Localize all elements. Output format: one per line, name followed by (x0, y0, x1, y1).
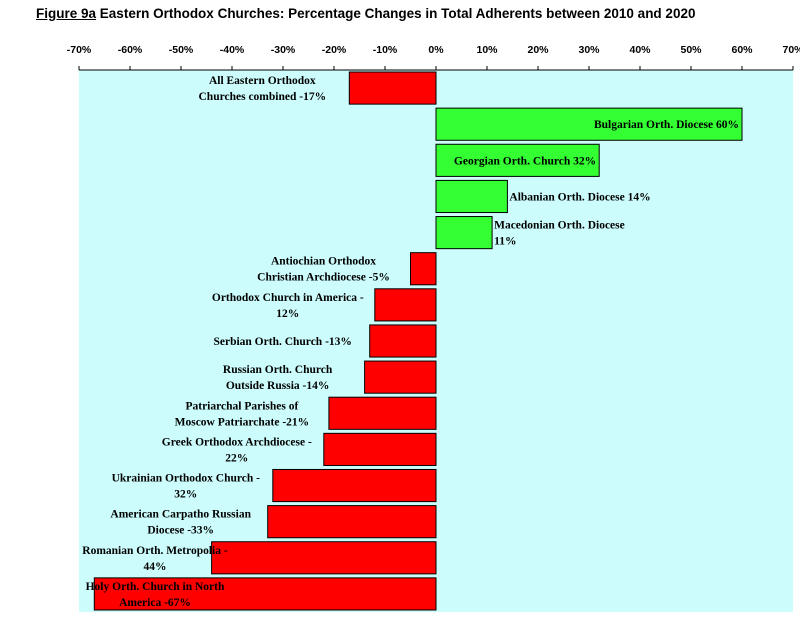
bar (328, 396, 437, 430)
bar-label: Albanian Orth. Diocese 14% (509, 191, 650, 203)
bar (410, 252, 437, 286)
bar-label: Macedonian Orth. Diocese 11% (494, 220, 625, 248)
bar-label: All Eastern Orthodox Churches combined -1… (199, 75, 327, 103)
bar-label-line: Churches combined -17% (199, 91, 327, 103)
bar (435, 216, 493, 250)
bar (323, 432, 437, 466)
bar-labels: All Eastern Orthodox Churches combined -1… (82, 75, 739, 609)
bar-label-line: 11% (494, 236, 516, 248)
bar-label-line: Patriarchal Parishes of (185, 400, 298, 412)
x-tick-label: -40% (220, 44, 245, 56)
x-tick-label: -10% (373, 44, 398, 56)
x-tick-label: 0% (428, 44, 444, 56)
bar-label-line: 22% (225, 452, 248, 464)
figure-number: Figure 9a (36, 6, 97, 21)
x-tick-label: 40% (629, 44, 651, 56)
bar-label-line: Ukrainian Orthodox Church - (112, 473, 261, 485)
bar (369, 324, 437, 358)
bar-label: Orthodox Church in America - 12% (212, 292, 364, 320)
chart-title: Figure 9a Eastern Orthodox Churches: Per… (36, 6, 695, 28)
bar (211, 541, 437, 575)
bar (93, 577, 437, 611)
bar-label-line: All Eastern Orthodox (209, 75, 316, 87)
bar-label: Holy Orth. Church in North America -67% (86, 581, 225, 609)
bar-label: Romanian Orth. Metropolia - 44% (82, 545, 228, 573)
bar-label-line: Orthodox Church in America - (212, 292, 364, 304)
x-tick-label: -20% (322, 44, 347, 56)
bar-label: Bulgarian Orth. Diocese 60% (594, 119, 739, 131)
bar (435, 143, 600, 177)
bar-label: Greek Orthodox Archdiocese - 22% (162, 436, 312, 464)
x-tick-label: -60% (118, 44, 143, 56)
bar-label: Georgian Orth. Church 32% (454, 155, 596, 167)
x-tick-label: 50% (680, 44, 702, 56)
x-tick-label: -70% (67, 44, 92, 56)
bar-label-line: Antiochian Orthodox (271, 256, 376, 268)
x-tick-label: 10% (476, 44, 498, 56)
x-tick-label: 30% (578, 44, 600, 56)
bar-label-line: Diocese -33% (147, 525, 214, 537)
bar (364, 360, 437, 394)
bar-label: Antiochian Orthodox Christian Archdiocese… (257, 256, 390, 284)
bar (374, 288, 437, 322)
bar (435, 107, 743, 141)
bar-label-line: Outside Russia -14% (226, 380, 330, 392)
bar (348, 71, 437, 105)
bar-label: Russian Orth. Church Outside Russia -14% (223, 364, 333, 392)
bar-label-line: Moscow Patriarchate -21% (175, 416, 310, 428)
bar-label-line: Greek Orthodox Archdiocese - (162, 436, 312, 448)
x-axis: -70% -60% -50% -40% -30% -20% -10% 0% 10% 20% 30% 4… (67, 44, 800, 71)
bar-label-line: 44% (144, 561, 167, 573)
bar-label-line: 32% (174, 489, 197, 501)
bar-label-line: Holy Orth. Church in North (86, 581, 225, 593)
bar-label-line: Christian Archdiocese -5% (257, 272, 390, 284)
title-text: Eastern Orthodox Churches: Percentage Ch… (99, 6, 696, 21)
bar-label-line: America -67% (119, 597, 191, 609)
bars (93, 71, 743, 611)
bar-label-line: Albanian Orth. Diocese 14% (509, 191, 650, 203)
bar-label: Patriarchal Parishes of Moscow Patriarcha… (175, 400, 310, 428)
bar-label-line: American Carpatho Russian (110, 509, 251, 521)
bar-label-line: Serbian Orth. Church -13% (213, 336, 351, 348)
x-tick-label: -30% (271, 44, 296, 56)
x-tick-label: 70% (782, 44, 800, 56)
bar (435, 179, 508, 214)
bar-label: American Carpatho Russian Diocese -33% (110, 509, 251, 537)
x-tick-label: -50% (169, 44, 194, 56)
bar (267, 505, 437, 539)
bar-label: Serbian Orth. Church -13% (213, 336, 351, 348)
bar-label-line: Macedonian Orth. Diocese (494, 220, 625, 232)
bar-label-line: Georgian Orth. Church 32% (454, 155, 596, 167)
bar-label-line: Bulgarian Orth. Diocese 60% (594, 119, 739, 131)
bar-label-line: Russian Orth. Church (223, 364, 333, 376)
x-tick-label: 20% (527, 44, 549, 56)
bar-label-line: Romanian Orth. Metropolia - (82, 545, 228, 557)
x-tick-label: 60% (731, 44, 753, 56)
bar-label: Ukrainian Orthodox Church - 32% (112, 473, 261, 501)
bar-label-line: 12% (276, 308, 299, 320)
bar (272, 468, 437, 503)
